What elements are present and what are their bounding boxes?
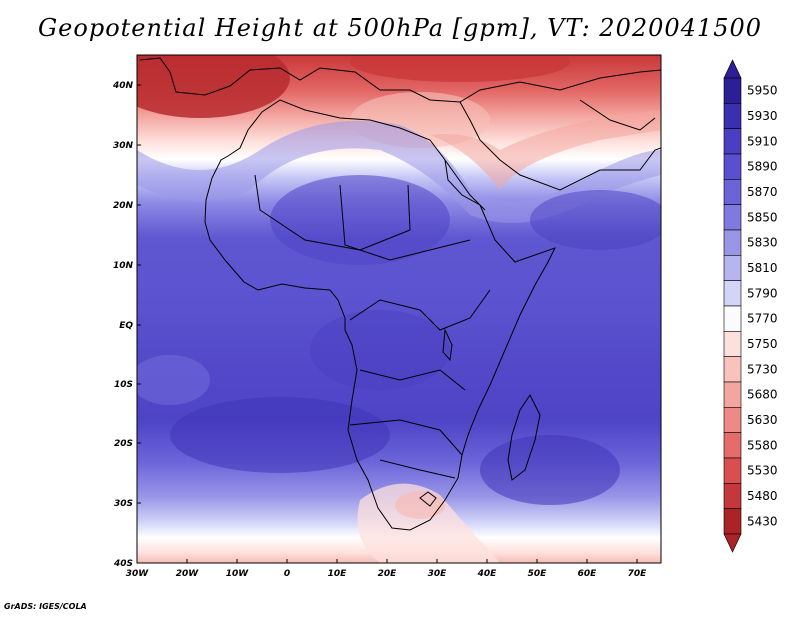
- grads-credit: GrADS: IGES/COLA: [4, 602, 87, 611]
- colorbar-label-5810: 5810: [747, 261, 778, 275]
- colorbar-swatch-5910: [723, 128, 742, 155]
- lat-label-20s: 20S: [114, 439, 133, 449]
- coastlines: [139, 57, 661, 531]
- colorbar-label-5730: 5730: [747, 362, 778, 376]
- colorbar-bottom-arrow: [723, 533, 742, 553]
- colorbar-swatch-5430: [723, 508, 742, 535]
- colorbar-swatch-5930: [723, 103, 742, 129]
- colorbar-label-5530: 5530: [747, 464, 778, 478]
- map-title: Geopotential Height at 500hPa [gpm], VT:…: [38, 14, 762, 42]
- colorbar-label-5430: 5430: [747, 514, 778, 528]
- colorbar-label-5950: 5950: [747, 84, 778, 98]
- colorbar-swatch-5630: [723, 407, 742, 433]
- lat-label-eq: EQ: [119, 321, 133, 331]
- colorbar-swatch-5480: [723, 483, 742, 509]
- colorbar-label-5480: 5480: [747, 489, 778, 503]
- lat-label-30n: 30N: [113, 141, 134, 151]
- colorbar-swatch-5890: [723, 153, 742, 180]
- colorbar-swatch-5810: [723, 255, 742, 281]
- lat-label-40n: 40N: [112, 81, 134, 91]
- lon-label-20e: 20E: [378, 569, 398, 579]
- map-frame: [136, 54, 662, 564]
- lon-label-30w: 30W: [126, 569, 150, 579]
- lon-label-10e: 10E: [328, 569, 348, 579]
- colorbar-label-5790: 5790: [747, 286, 778, 300]
- lon-label-60e: 60E: [578, 569, 598, 579]
- lat-label-30s: 30S: [114, 499, 133, 509]
- lon-label-40e: 40E: [477, 569, 498, 579]
- colorbar-label-5750: 5750: [747, 337, 778, 351]
- lon-label-0: 0: [284, 569, 290, 579]
- colorbar-swatch-5850: [723, 204, 742, 231]
- colorbar-swatch-5950: [723, 77, 742, 104]
- lat-label-10s: 10S: [114, 380, 133, 390]
- latitude-axis: [137, 84, 141, 564]
- colorbar-label-5680: 5680: [747, 388, 778, 402]
- colorbar-top-arrow: [723, 59, 742, 79]
- colorbar-swatch-5530: [723, 457, 742, 484]
- lon-label-50e: 50E: [528, 569, 548, 579]
- colorbar-label-5930: 5930: [747, 109, 778, 123]
- lat-label-20n: 20N: [113, 201, 134, 211]
- colorbar-label-5850: 5850: [747, 210, 778, 224]
- colorbar-label-5630: 5630: [747, 413, 778, 427]
- colorbar-swatch-5750: [723, 331, 742, 357]
- colorbar-swatch-5770: [723, 305, 742, 332]
- colorbar-label-5830: 5830: [747, 236, 778, 250]
- colorbar-swatch-5790: [723, 280, 742, 307]
- geopotential-field: [137, 55, 661, 563]
- colorbar-swatch-5680: [723, 381, 742, 408]
- colorbar-swatch-5870: [723, 179, 742, 205]
- lat-label-10n: 10N: [113, 261, 134, 271]
- colorbar: 5950 5930 5910 5890 5870 5850 5830 5810 5790 5770…: [723, 59, 778, 553]
- lon-label-30e: 30E: [428, 569, 448, 579]
- lon-label-10w: 10W: [226, 569, 250, 579]
- lon-label-20w: 20W: [176, 569, 200, 579]
- colorbar-swatch-5830: [723, 229, 742, 256]
- lat-label-40s: 40S: [113, 559, 133, 569]
- colorbar-label-5770: 5770: [747, 312, 778, 326]
- colorbar-swatch-5580: [723, 432, 742, 459]
- colorbar-swatch-5730: [723, 356, 742, 383]
- colorbar-label-5870: 5870: [747, 185, 778, 199]
- colorbar-label-5580: 5580: [747, 438, 778, 452]
- longitude-axis: [136, 559, 638, 563]
- colorbar-label-5910: 5910: [747, 134, 778, 148]
- lon-label-70e: 70E: [628, 569, 648, 579]
- colorbar-label-5890: 5890: [747, 160, 778, 174]
